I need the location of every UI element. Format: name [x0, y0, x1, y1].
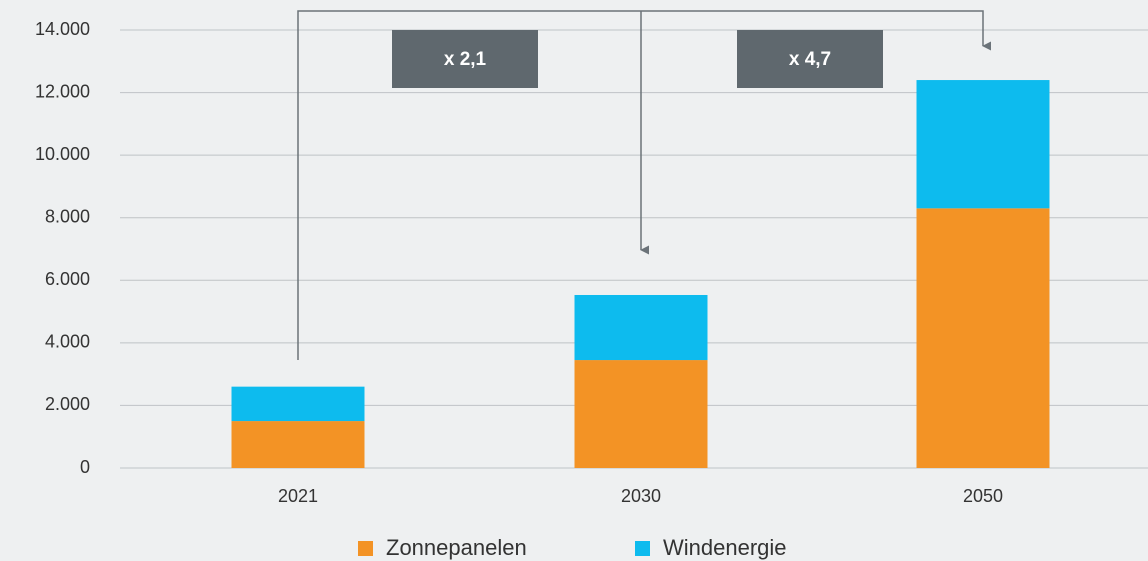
y-tick-label: 4.000: [45, 332, 90, 352]
bar-segment: [231, 421, 365, 468]
y-tick-label: 8.000: [45, 206, 90, 226]
annotation: x 4,7: [789, 49, 831, 70]
bar-segment: [574, 360, 708, 468]
y-tick-label: 6.000: [45, 269, 90, 289]
legend-label: Windenergie: [663, 535, 787, 560]
bars: 2021 2030 2050: [231, 80, 1050, 506]
y-tick-label: 2.000: [45, 394, 90, 414]
x-tick-label: 2030: [621, 486, 661, 506]
y-tick-label: 14.000: [35, 19, 90, 39]
bar-segment: [916, 208, 1050, 469]
annotation-box: [737, 30, 883, 88]
x-tick-label: 2021: [278, 486, 318, 506]
legend: Zonnepanelen Windenergie: [358, 535, 787, 560]
legend-label: Zonnepanelen: [386, 535, 527, 560]
y-tick-label: 0: [80, 457, 90, 477]
grid: 0 2.000 4.000 6.000 8.000 10.000 12.000 14.000: [35, 19, 1148, 477]
annotation: x 2,1: [444, 49, 487, 70]
bar-segment: [574, 294, 708, 361]
bar-segment: [916, 80, 1050, 209]
legend-swatch: [635, 541, 650, 556]
y-tick-label: 12.000: [35, 81, 90, 101]
y-tick-label: 10.000: [35, 144, 90, 164]
bar-segment: [231, 386, 365, 422]
x-tick-label: 2050: [963, 486, 1003, 506]
annotation-box: [392, 30, 538, 88]
legend-swatch: [358, 541, 373, 556]
